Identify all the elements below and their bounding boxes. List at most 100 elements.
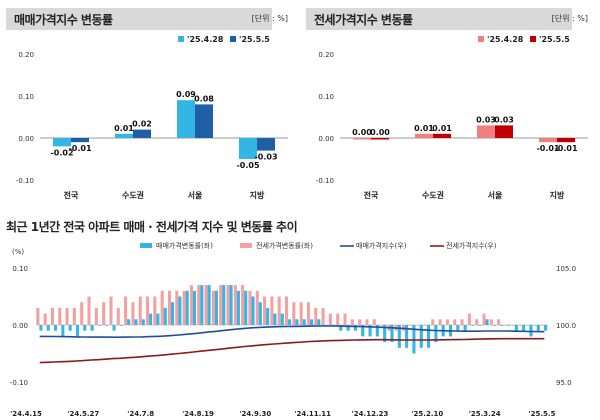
trend-jeonse-bar [482,313,486,325]
trend-right-tick-1: 100.0 [556,322,576,330]
jeonse-xtick-1: 수도권 [422,190,444,200]
jeonse-panel-title: 전세가격지수 변동률 [314,13,413,27]
jeonse-data-label-1-0: 0.01 [414,124,434,133]
sale-xtick-1: 수도권 [122,190,144,200]
trend-jeonse-bar [497,319,501,325]
trend-left-tick-0: 0.10 [12,265,28,273]
sale-xtick-2: 서울 [188,190,203,200]
trend-left-tick-2: -0.10 [10,379,28,387]
trend-sale-bar [185,290,189,325]
trend-jeonse-bar [87,296,91,325]
sale-panel-title: 매매가격지수 변동률 [14,13,113,27]
jeonse-ytick-3: -0.10 [316,177,334,185]
trend-xtick-3: '24.8.19 [182,410,214,418]
trend-sale-bar [368,325,372,337]
trend-jeonse-bar [445,319,449,325]
trend-jeonse-bar [146,296,150,325]
trend-sale-bar [178,296,182,325]
trend-sale-bar [222,285,226,325]
trend-right-tick-2: 95.0 [556,379,572,387]
jeonse-xtick-2: 서울 [488,190,503,200]
trend-sale-bar [514,325,518,331]
trend-sale-bar [156,313,160,325]
trend-jeonse-bar [475,319,479,325]
trend-jeonse-bar [65,307,69,325]
trend-sale-bar [544,325,548,331]
trend-jeonse-bar [102,302,106,325]
trend-sale-bar [229,285,233,325]
trend-sale-bar [200,285,204,325]
trend-jeonse-bar [248,290,252,325]
jeonse-data-label-2-1: 0.03 [494,115,514,124]
jeonse-legend-swatch-1 [530,36,536,42]
trend-jeonse-bar [423,325,428,326]
sale-bar-3-1 [257,138,275,151]
sale-unit-label: [단위 : %] [251,14,288,23]
trend-sale-index-line [39,325,545,338]
trend-sale-bar [280,313,284,325]
trend-jeonse-bar [343,313,347,325]
trend-jeonse-bar [511,325,515,326]
trend-jeonse-bar [306,302,311,325]
trend-sale-bar [171,302,175,325]
trend-sale-bar [244,290,248,325]
trend-jeonse-bar [94,307,98,325]
trend-left-axis-label: (%) [12,248,24,256]
trend-jeonse-bar [241,285,245,325]
sale-data-label-0-0: -0.02 [50,148,73,157]
sale-data-label-2-1: 0.08 [194,94,214,103]
trend-chart: (%) 0.10 0.00 -0.10 105.0 100.0 95.0 매매가격변동률(좌)… [10,241,576,418]
trend-jeonse-bar [167,290,172,325]
sale-xtick-3: 지방 [250,190,265,200]
trend-jeonse-bar [124,296,128,325]
trend-panel: 최근 1년간 전국 아파트 매매 · 전세가격 지수 및 변동률 추이 (%) 0… [0,212,600,420]
trend-jeonse-bar [540,325,545,326]
trend-jeonse-bar [321,307,325,325]
trend-sale-bar [302,319,306,325]
trend-legend-swatch-0 [140,243,152,248]
trend-sale-bar [68,325,72,331]
trend-jeonse-bar [189,285,193,325]
trend-jeonse-bar [526,325,530,326]
trend-jeonse-bar [284,296,289,325]
sale-ytick-2: 0.00 [18,135,34,143]
jeonse-xtick-0: 전국 [364,190,379,200]
trend-sale-bar [236,290,240,325]
trend-jeonse-index-line [39,337,545,364]
trend-sale-bar [522,325,526,331]
trend-sale-bar [83,325,87,331]
trend-jeonse-bar [204,285,208,325]
sale-xtick-0: 전국 [64,190,79,200]
trend-sale-bar [112,325,116,331]
trend-sale-bar [46,325,50,331]
trend-jeonse-bar [175,290,179,325]
trend-jeonse-bar [131,302,135,325]
trend-jeonse-bar [153,296,157,325]
trend-sale-bar [463,325,467,331]
trend-jeonse-bar [453,319,457,325]
trend-jeonse-bar [467,313,471,325]
jeonse-data-label-1-1: 0.01 [432,124,452,133]
trend-sale-bar [456,325,460,331]
trend-jeonse-bar [116,307,120,325]
jeonse-ytick-2: 0.00 [318,135,334,143]
trend-jeonse-bar [109,296,113,325]
sale-bar-0-1 [71,138,89,143]
trend-jeonse-bar [380,325,384,326]
trend-jeonse-bar [263,296,267,325]
trend-xtick-1: '24.5.27 [67,410,99,418]
jeonse-legend-label-1: '25.5.5 [539,35,570,44]
jeonse-data-label-0-0: 0.00 [352,128,372,137]
sale-legend-label-1: '25.5.5 [239,35,270,44]
sale-bar-0-0 [53,138,71,147]
sale-ytick-0: 0.20 [18,51,34,59]
jeonse-unit-label: [단위 : %] [551,14,588,23]
trend-jeonse-bar [365,319,369,325]
sale-data-label-1-0: 0.01 [114,124,134,133]
trend-sale-bar [317,319,321,325]
trend-sale-bar [258,302,262,325]
trend-sale-bar [529,325,533,337]
trend-jeonse-bar [72,307,76,325]
sale-change-chart: 0.200.100.00-0.10'25.4.28'25.5.5-0.02-0.… [16,35,288,200]
sale-bar-1-0 [115,133,133,138]
